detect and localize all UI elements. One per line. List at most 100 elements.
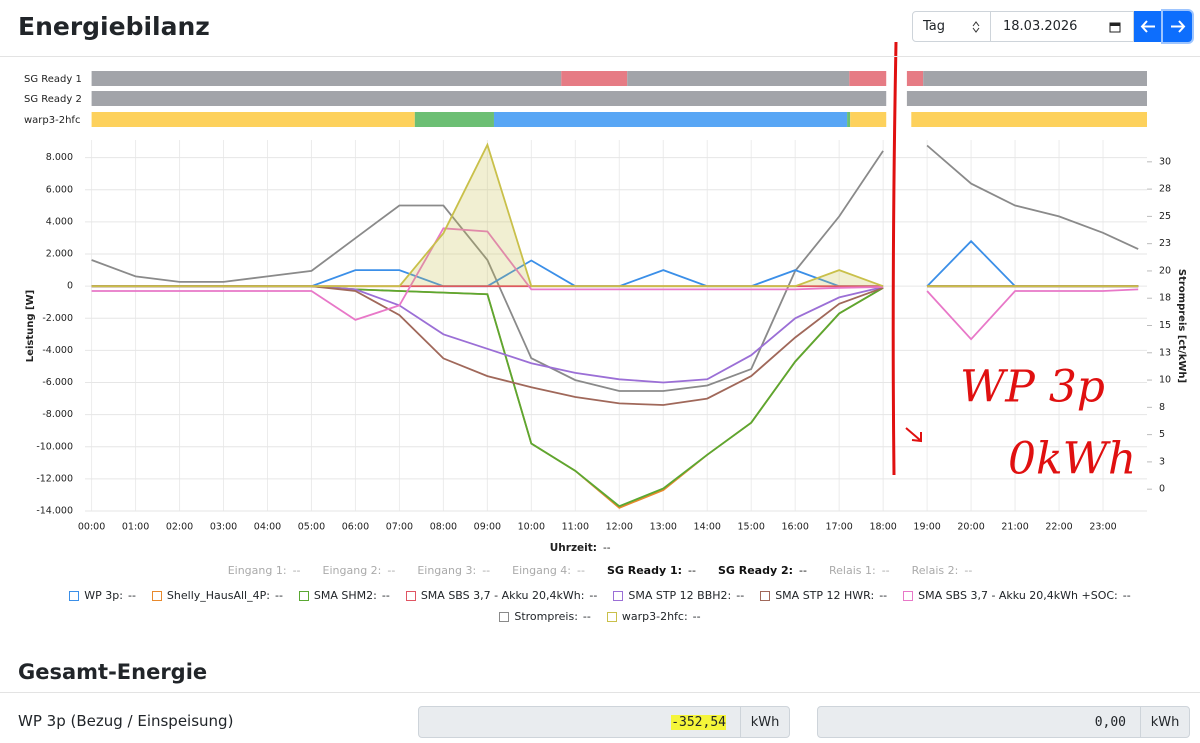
legend-label: Strompreis: (514, 610, 578, 623)
x-tick-label: 08:00 (430, 522, 457, 533)
legend-swatch (298, 590, 309, 601)
input-label: Relais 2: (911, 564, 959, 577)
annotation-stroke (891, 41, 898, 476)
input-value: -- (964, 564, 973, 577)
legend-item[interactable]: SMA STP 12 HWR: -- (760, 589, 887, 602)
status-segment (627, 71, 850, 86)
y2-tick-label: 18 (1159, 293, 1171, 304)
import-field: -352,54 (418, 706, 741, 738)
legend-item[interactable]: WP 3p: -- (69, 589, 136, 602)
input-value: -- (688, 564, 696, 577)
calendar-icon (1109, 22, 1121, 32)
input-state: SG Ready 1: -- (607, 564, 696, 577)
prev-button[interactable] (1134, 11, 1163, 42)
input-value: -- (482, 564, 491, 577)
legend-label: SMA STP 12 HWR: (775, 589, 875, 602)
x-tick-label: 06:00 (342, 522, 369, 533)
status-segment (493, 112, 848, 127)
input-state: Eingang 1: -- (228, 564, 301, 577)
x-tick-label: 14:00 (694, 522, 721, 533)
export-value: 0,00 (1094, 714, 1126, 730)
legend-value: -- (1122, 589, 1131, 602)
status-label: warp3-2hfc (24, 115, 80, 126)
y-tick-label: -8.000 (42, 409, 73, 420)
x-tick-label: 16:00 (782, 522, 809, 533)
legend-swatch (903, 590, 914, 601)
legend-value: -- (582, 610, 591, 623)
x-tick-label: 20:00 (957, 522, 984, 533)
chart: SG Ready 1 SG Ready 2 warp3-2hfc 00:00 01:00… (24, 41, 1187, 554)
divider (0, 56, 1200, 57)
series-line (91, 144, 1139, 392)
y2-tick-label: 5 (1159, 429, 1165, 440)
import-value: -352,54 (671, 714, 726, 730)
export-field: 0,00 (817, 706, 1141, 738)
legend-swatch (760, 590, 771, 601)
series-line (91, 142, 1139, 288)
y2-tick-label: 8 (1159, 402, 1165, 413)
period-select[interactable]: Tag (912, 11, 991, 42)
legend-label: SMA SHM2: (313, 589, 377, 602)
legend-item[interactable]: SMA STP 12 BBH2: -- (613, 589, 744, 602)
date-input[interactable]: 18.03.2026 (990, 11, 1134, 42)
legend-label: warp3-2hfc: (621, 610, 688, 623)
y-tick-label: 8.000 (46, 152, 73, 163)
y2-axis-label: Strompreis [ct/kWh] (1176, 269, 1187, 383)
legend-item[interactable]: SMA SHM2: -- (298, 589, 390, 602)
status-segment (906, 91, 1147, 106)
x-tick-label: 19:00 (913, 522, 940, 533)
input-value: -- (881, 564, 890, 577)
input-label: Eingang 1: (227, 564, 287, 577)
legend-item[interactable]: warp3-2hfc: -- (606, 610, 701, 623)
annotation: WP 3p (960, 362, 1105, 413)
x-tick-label: 11:00 (562, 522, 589, 533)
legend-swatch (613, 590, 624, 601)
legend-item[interactable]: Strompreis: -- (499, 610, 591, 623)
legend-item[interactable]: SMA SBS 3,7 - Akku 20,4kWh +SOC: -- (903, 589, 1131, 602)
input-state: Relais 1: -- (829, 564, 890, 577)
input-label: Relais 1: (828, 564, 876, 577)
legend-value: -- (127, 589, 136, 602)
x-tick-label: 04:00 (254, 522, 281, 533)
y-tick-label: -6.000 (42, 377, 73, 388)
annotation: 0kWh (1008, 434, 1136, 485)
x-tick-label: 09:00 (474, 522, 501, 533)
legend-item[interactable]: Shelly_HausAll_4P: -- (151, 589, 283, 602)
y-tick-label: -12.000 (36, 473, 73, 484)
status-segment (906, 71, 924, 86)
y-tick-label: -10.000 (36, 441, 73, 452)
y2-tick-label: 0 (1159, 484, 1165, 495)
input-value: -- (387, 564, 396, 577)
series-line (91, 227, 1139, 341)
y2-tick-label: 23 (1159, 238, 1171, 249)
x-tick-label: 00:00 (78, 522, 105, 533)
page-title: Energiebilanz (18, 12, 210, 41)
legend-swatch (69, 590, 80, 601)
legend-swatch (606, 611, 617, 622)
x-tick-label: 15:00 (738, 522, 765, 533)
area-fill (91, 144, 1139, 287)
legend-label: SMA SBS 3,7 - Akku 20,4kWh +SOC: (918, 589, 1118, 602)
x-tick-label: 23:00 (1089, 522, 1116, 533)
status-segment (561, 71, 628, 86)
export-unit: kWh (1140, 706, 1190, 738)
y2-tick-label: 13 (1159, 347, 1171, 358)
y2-tick-label: 20 (1159, 265, 1171, 276)
x-tick-label: 03:00 (210, 522, 237, 533)
next-button[interactable] (1163, 11, 1192, 42)
y-axis-label: Leistung [W] (25, 290, 36, 362)
input-value: -- (799, 564, 807, 577)
input-state: Eingang 2: -- (323, 564, 396, 577)
legend-label: SMA SBS 3,7 - Akku 20,4kWh: (420, 589, 585, 602)
x-tick-label: 01:00 (122, 522, 149, 533)
y2-tick-label: 15 (1159, 320, 1171, 331)
legend-label: WP 3p: (84, 589, 123, 602)
legend-value: -- (692, 610, 701, 623)
arrow-left (1140, 20, 1155, 33)
legend-label: Shelly_HausAll_4P: (166, 589, 270, 602)
legend-item[interactable]: SMA SBS 3,7 - Akku 20,4kWh: -- (405, 589, 597, 602)
select-icon (972, 20, 980, 33)
x-tick-label: 02:00 (166, 522, 193, 533)
period-value: Tag (923, 19, 946, 34)
